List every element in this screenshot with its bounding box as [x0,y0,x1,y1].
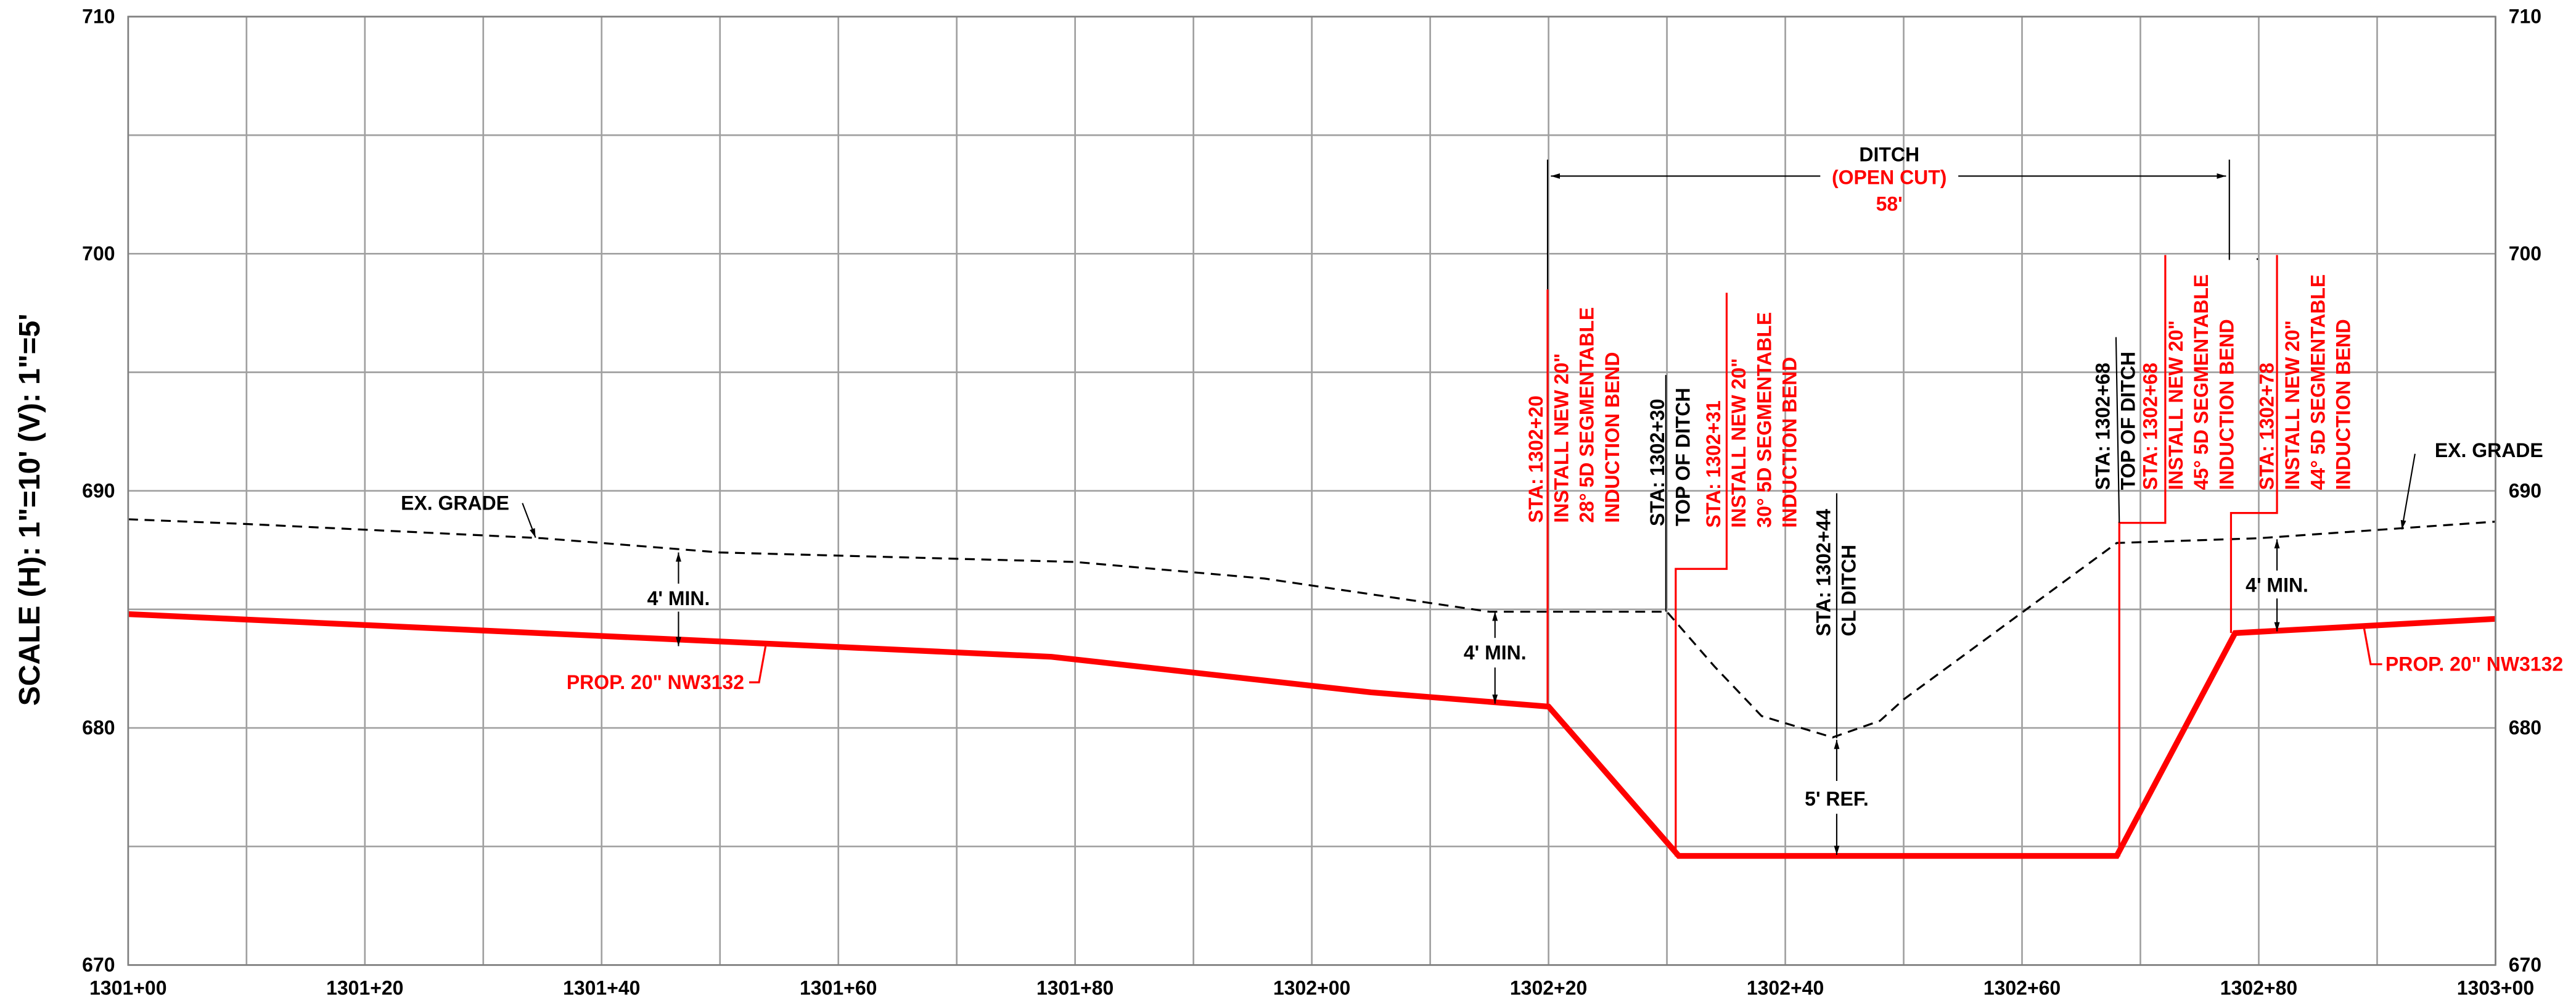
y-tick-label: 690 [82,479,115,502]
callout-text: 30° 5D SEGMENTABLE [1753,312,1775,528]
ref-label: 5' REF. [1805,788,1869,810]
callout-text: STA: 1302+20 [1525,395,1547,522]
x-tick-label: 1302+80 [2220,976,2297,999]
x-tick-label: 1301+60 [800,976,877,999]
callout-text: STA: 1302+31 [1702,400,1725,527]
y-axis-title: SCALE (H): 1"=10' (V): 1"=5' [14,313,46,706]
callout-text: STA: 1302+30 [1646,399,1668,526]
callout-text: INDUCTION BEND [1601,352,1623,523]
callout-text: 28° 5D SEGMENTABLE [1576,307,1598,523]
y-tick-label: 680 [2509,717,2541,739]
prop-label: PROP. 20" NW3132 [2385,653,2563,675]
min-label: 4' MIN. [1464,642,1527,664]
prop-label: PROP. 20" NW3132 [567,671,744,693]
marks [128,518,2496,859]
y-tick-label: 680 [82,717,115,739]
callout-text: 45° 5D SEGMENTABLE [2190,274,2212,490]
y-tick-label: 710 [2509,6,2541,28]
callout-text: INSTALL NEW 20" [1550,353,1572,523]
callout-text: INSTALL NEW 20" [2281,320,2303,490]
x-tick-label: 1302+00 [1273,976,1350,999]
y-tick-label: 700 [2509,242,2541,265]
min-label: 4' MIN. [647,587,710,609]
profile-line [128,611,2496,859]
callout-text: CL DITCH [1838,545,1860,637]
profile-line [128,518,2496,739]
min-label: 4' MIN. [2246,574,2308,596]
ex-grade-label: EX. GRADE [2435,439,2543,461]
callout-text: STA: 1302+78 [2256,363,2278,490]
y-tick-label: 690 [2509,479,2541,502]
y-tick-label: 670 [2509,954,2541,976]
callout-text: TOP OF DITCH [1672,388,1694,526]
annotations: STA: 1302+20 INSTALL NEW 20" 28° 5D SEGMEN… [1525,274,2355,637]
grid: 1301+00 1301+20 1301+40 1301+60 1301+80 1302+… [82,6,2541,999]
y-tick-label: 710 [82,6,115,28]
callout-text: INSTALL NEW 20" [1728,358,1750,528]
x-tick-label: 1302+40 [1747,976,1824,999]
plot-frame [127,15,2496,966]
x-tick-label: 1303+00 [2457,976,2534,999]
x-tick-label: 1301+40 [563,976,640,999]
ditch-label: 58' [1876,192,1903,215]
callout-text: STA: 1302+68 [2091,363,2114,490]
x-tick-label: 1301+80 [1036,976,1114,999]
ditch-label: DITCH [1859,143,1919,165]
labels: EX. GRADE EX. GRADE 4' MIN. 4' MIN. 4' M… [401,143,2563,810]
callout-text: STA: 1302+68 [2139,363,2162,490]
callout-text: INDUCTION BEND [2332,319,2355,490]
y-tick-label: 700 [82,242,115,265]
leaders [522,159,2416,857]
callout-text: INDUCTION BEND [2215,319,2238,490]
callout-text: INSTALL NEW 20" [2165,320,2187,490]
x-tick-label: 1301+20 [326,976,403,999]
x-tick-label: 1301+00 [89,976,166,999]
callout-text: STA: 1302+44 [1812,509,1834,637]
callout-text: 44° 5D SEGMENTABLE [2307,274,2329,490]
ditch-label: (OPEN CUT) [1832,167,1946,189]
y-tick-label: 670 [82,954,115,976]
x-tick-label: 1302+20 [1510,976,1587,999]
callout-text: TOP OF DITCH [2117,352,2139,490]
x-tick-label: 1302+60 [1983,976,2061,999]
callout-text: INDUCTION BEND [1779,357,1801,528]
ex-grade-label: EX. GRADE [401,492,509,514]
